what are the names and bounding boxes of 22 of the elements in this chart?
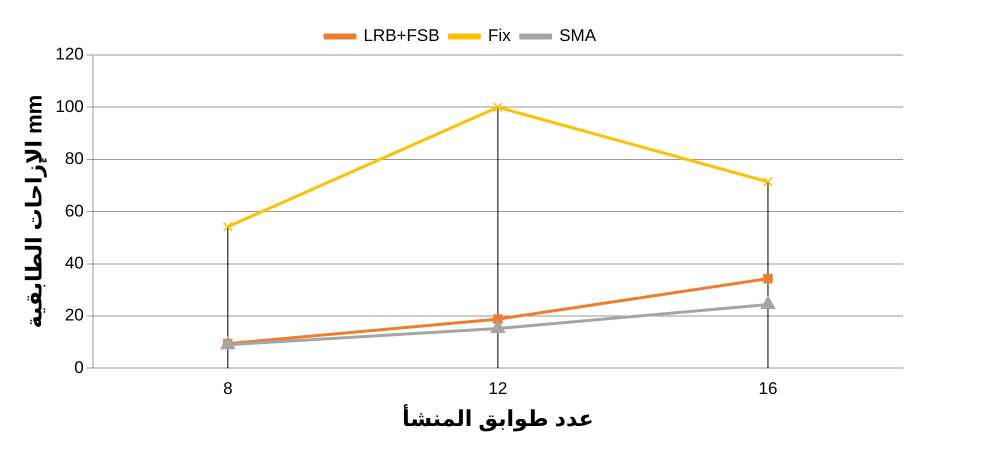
legend-label: SMA — [559, 26, 597, 46]
point — [220, 336, 236, 350]
y-tick-label: 0 — [74, 358, 84, 377]
y-tick-label: 60 — [64, 201, 84, 220]
x-axis-title: عدد طوابق المنشأ — [402, 404, 594, 432]
point — [492, 102, 503, 112]
point — [222, 222, 233, 232]
point — [763, 274, 773, 284]
y-tick-label: 40 — [64, 253, 84, 272]
y-axis-title: الإزاحات الطابقية mm — [21, 94, 48, 328]
x-tick-label: 8 — [223, 379, 233, 398]
legend-label: LRB+FSB — [363, 26, 440, 46]
point — [760, 296, 776, 310]
legend-label: Fix — [488, 26, 512, 46]
y-tick-label: 100 — [55, 96, 84, 116]
y-tick-label: 80 — [64, 149, 84, 168]
y-tick-label: 120 — [55, 44, 84, 64]
x-tick-label: 12 — [488, 379, 508, 398]
y-tick-label: 20 — [64, 306, 84, 325]
point — [762, 176, 773, 187]
point — [490, 320, 506, 334]
x-tick-label: 16 — [758, 379, 778, 398]
